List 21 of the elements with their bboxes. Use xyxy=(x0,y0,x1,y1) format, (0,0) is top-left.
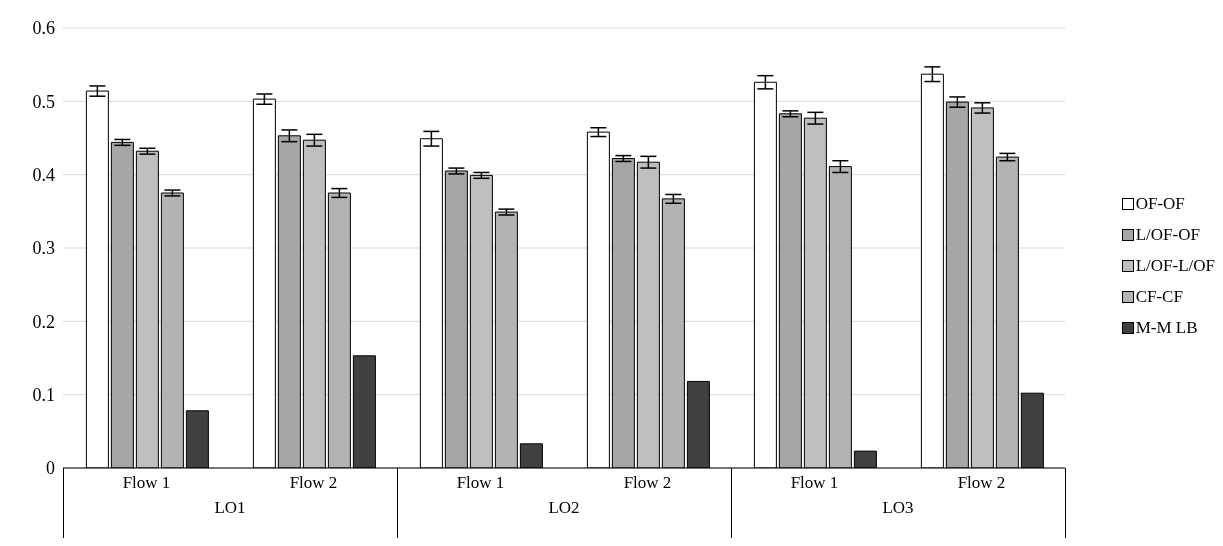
y-tick-label: 0 xyxy=(46,458,55,479)
x-tick-label: Flow 2 xyxy=(957,473,1006,493)
legend-label: M-M LB xyxy=(1135,317,1198,338)
x-tick-label: Flow 1 xyxy=(122,473,171,493)
text: LO2 xyxy=(547,498,581,518)
legend-label: L/OF-L/OF xyxy=(1135,255,1215,276)
y-tick-label: 0.5 xyxy=(32,91,55,112)
y-tick-label: 0.2 xyxy=(32,311,55,332)
x-tick-label: Flow 1 xyxy=(456,473,505,493)
x-tick-label: Flow 2 xyxy=(289,473,338,493)
text: LO1 xyxy=(213,498,247,518)
x-tick-label: Flow 2 xyxy=(623,473,672,493)
text: LO3 xyxy=(881,498,915,518)
y-tick-label: 0.4 xyxy=(32,165,55,186)
legend-label: CF-CF xyxy=(1135,286,1183,307)
legend-label: OF-OF xyxy=(1135,193,1185,214)
y-tick-label: 0.3 xyxy=(32,238,55,259)
y-tick-label: 0.1 xyxy=(32,385,55,406)
legend-label: L/OF-OF xyxy=(1135,224,1200,245)
y-tick-label: 0.6 xyxy=(32,18,55,39)
x-tick-label: Flow 1 xyxy=(790,473,839,493)
